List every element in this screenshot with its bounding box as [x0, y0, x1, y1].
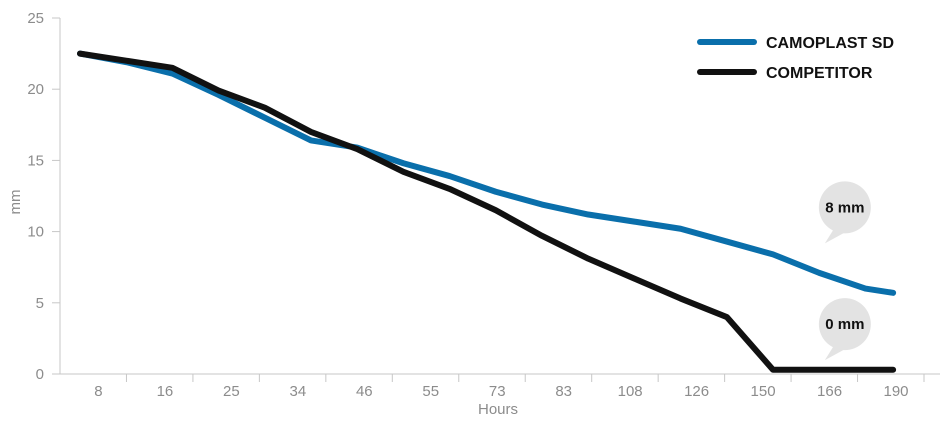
x-tick-label-11: 166: [817, 383, 842, 400]
y-axis-title: mm: [7, 190, 24, 215]
x-tick-label-12: 190: [883, 383, 908, 400]
axes: [59, 18, 940, 375]
legend: CAMOPLAST SD COMPETITOR: [697, 35, 894, 82]
annotation-bubble-1: [818, 298, 871, 351]
x-tick-label-2: 25: [223, 383, 240, 400]
legend-label-camoplast: CAMOPLAST SD: [766, 35, 894, 52]
y-tick-label-2: 10: [27, 224, 44, 241]
y-tick-label-4: 20: [27, 81, 44, 98]
series-group: [77, 50, 897, 373]
y-ticks: 0 5 10 15 20 25: [27, 10, 60, 383]
x-tick-label-9: 126: [684, 383, 709, 400]
legend-label-competitor: COMPETITOR: [766, 65, 873, 82]
annotation-label-0: 8 mm: [825, 199, 864, 216]
annotation-tail-0: [824, 227, 847, 244]
series-line-1: [77, 50, 897, 373]
annotation-bubble-0: [818, 181, 871, 234]
annotation-label-1: 0 mm: [825, 316, 864, 333]
y-tick-label-3: 15: [27, 152, 44, 169]
y-tick-label-0: 0: [36, 366, 44, 383]
annotation-group: 8 mm 0 mm: [818, 181, 871, 361]
x-axis-title: Hours: [478, 401, 518, 418]
y-tick-label-5: 25: [27, 10, 44, 27]
x-tick-label-10: 150: [751, 383, 776, 400]
x-tick-label-4: 46: [356, 383, 373, 400]
annotation-tail-1: [824, 344, 847, 361]
x-tick-label-7: 83: [555, 383, 572, 400]
x-tick-label-6: 73: [489, 383, 506, 400]
x-tick-label-8: 108: [618, 383, 643, 400]
y-tick-label-1: 5: [36, 295, 44, 312]
x-tick-label-1: 16: [157, 383, 174, 400]
x-tick-label-0: 8: [94, 383, 102, 400]
x-tick-label-3: 34: [290, 383, 307, 400]
series-line-0: [77, 50, 897, 296]
x-tick-label-5: 55: [422, 383, 439, 400]
x-ticks: 8 16 25 34 46 55 73 83 108 126 150 166 190: [94, 374, 925, 400]
